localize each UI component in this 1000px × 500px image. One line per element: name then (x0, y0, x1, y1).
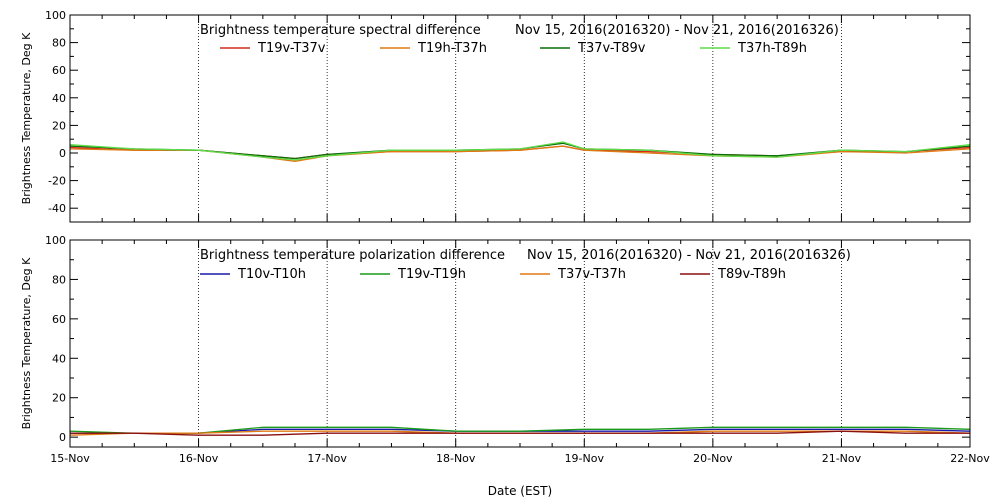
series-line-t19v-t19h (69, 426, 971, 434)
y-tick-label: 40 (52, 92, 66, 105)
x-axis-label: Date (EST) (488, 484, 552, 498)
legend-label: T19v-T37v (257, 41, 326, 56)
legend: T10v-T10h T19v-T19h T37v-T37h T89v-T89h (200, 267, 786, 282)
legend-label: T89v-T89h (717, 267, 786, 282)
y-tick-label: 0 (59, 431, 66, 444)
x-tick-label: 20-Nov (693, 452, 733, 465)
legend-item: T10v-T10h (200, 267, 306, 282)
legend-label: T37h-T89h (737, 41, 807, 56)
legend-label: T37v-T37h (557, 267, 626, 282)
y-tick-label: -20 (48, 175, 66, 188)
axis-ticks (69, 14, 971, 223)
y-tick-label: -40 (48, 202, 66, 215)
y-tick-label: 40 (52, 352, 66, 365)
y-tick-labels: -40 -20 0 20 40 60 80 100 (45, 9, 66, 215)
legend-item: T19h-T37h (380, 41, 487, 56)
legend-item: T19v-T19h (360, 267, 466, 282)
y-tick-label: 20 (52, 119, 66, 132)
series-lines (69, 141, 971, 162)
y-tick-label: 80 (52, 273, 66, 286)
y-tick-label: 20 (52, 392, 66, 405)
legend-item: T37h-T89h (700, 41, 807, 56)
x-tick-label: 18-Nov (436, 452, 476, 465)
x-tick-labels: 15-Nov 16-Nov 17-Nov 18-Nov 19-Nov 20-Nov 21-N… (50, 452, 990, 465)
x-tick-label: 15-Nov (50, 452, 90, 465)
y-axis-label: Brightness Temperature, Deg K (20, 32, 33, 204)
y-tick-label: 80 (52, 37, 66, 50)
legend-label: T37v-T89v (577, 41, 646, 56)
axis-ticks (69, 239, 971, 447)
x-tick-label: 19-Nov (565, 452, 605, 465)
x-tick-label: 21-Nov (822, 452, 862, 465)
legend-item: T19v-T37v (220, 41, 326, 56)
legend-label: T19v-T19h (397, 267, 466, 282)
x-tick-label: 22-Nov (950, 452, 990, 465)
series-line-t37h-t89h (69, 141, 971, 161)
plot-frame (69, 14, 971, 223)
y-tick-label: 100 (45, 9, 66, 22)
legend-item: T37v-T37h (520, 267, 626, 282)
x-tick-label: 17-Nov (307, 452, 347, 465)
y-tick-label: 100 (45, 234, 66, 247)
legend-label: T19h-T37h (417, 41, 487, 56)
polarization-difference-panel: 0 20 40 60 80 100 15-Nov 16-Nov 17-Nov 18-Nov 19-… (20, 234, 990, 498)
spectral-difference-panel: -40 -20 0 20 40 60 80 100 Brightness temperatur… (20, 9, 971, 223)
y-tick-label: 60 (52, 313, 66, 326)
plot-frame (69, 239, 971, 448)
chart-title: Brightness temperature spectral differen… (200, 23, 481, 38)
x-tick-label: 16-Nov (179, 452, 219, 465)
series-lines (69, 426, 971, 436)
legend-item: T89v-T89h (680, 267, 786, 282)
legend: T19v-T37v T19h-T37h T37v-T89v T37h-T89h (220, 41, 807, 56)
legend-item: T37v-T89v (540, 41, 646, 56)
y-axis-label: Brightness Temperature, Deg K (20, 257, 33, 429)
y-tick-labels: 0 20 40 60 80 100 (45, 234, 66, 444)
legend-label: T10v-T10h (237, 267, 306, 282)
chart-date-range: Nov 15, 2016(2016320) - Nov 21, 2016(201… (527, 248, 851, 263)
series-line-t89v-t89h (70, 430, 970, 436)
chart-date-range: Nov 15, 2016(2016320) - Nov 21, 2016(201… (515, 23, 839, 38)
y-tick-label: 60 (52, 64, 66, 77)
chart-title: Brightness temperature polarization diff… (200, 248, 505, 263)
y-tick-label: 0 (59, 147, 66, 160)
